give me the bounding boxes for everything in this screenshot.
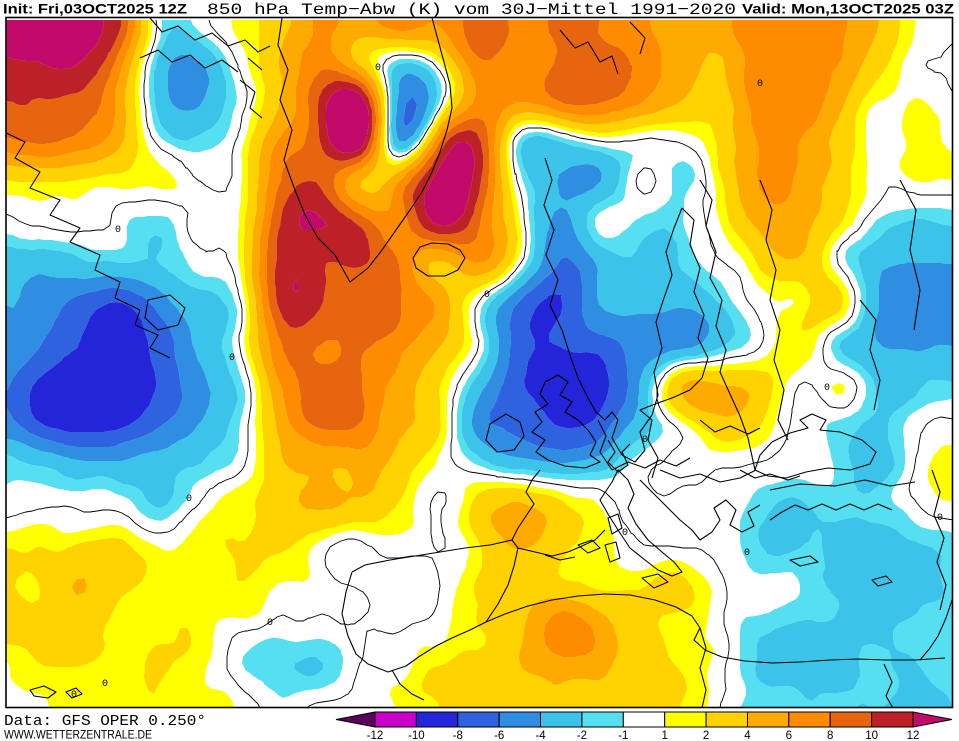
svg-text:12: 12 [907,730,920,741]
svg-text:0: 0 [484,290,490,301]
svg-text:-1: -1 [618,730,628,741]
svg-text:-2: -2 [577,730,587,741]
svg-text:-10: -10 [408,730,425,741]
svg-text:0: 0 [71,690,77,701]
svg-text:-12: -12 [367,730,384,741]
svg-text:WWW.WETTERZENTRALE.DE: WWW.WETTERZENTRALE.DE [4,730,152,741]
svg-text:8: 8 [827,730,833,741]
svg-text:-6: -6 [494,730,504,741]
svg-text:0: 0 [824,383,830,394]
svg-text:Init: Fri,03OCT2025 12Z: Init: Fri,03OCT2025 12Z [3,1,188,17]
svg-text:-8: -8 [453,730,463,741]
svg-text:0: 0 [229,353,235,364]
svg-text:10: 10 [865,730,878,741]
svg-text:0: 0 [757,79,763,90]
svg-text:0: 0 [102,679,108,690]
svg-text:1: 1 [661,730,667,741]
svg-text:0: 0 [267,618,273,629]
svg-text:0: 0 [642,435,648,446]
svg-text:-4: -4 [535,730,546,741]
svg-text:0: 0 [622,528,628,539]
svg-text:6: 6 [786,730,792,741]
svg-text:0: 0 [937,513,943,524]
svg-text:0: 0 [744,548,750,559]
svg-text:0: 0 [375,63,381,74]
svg-text:Valid: Mon,13OCT2025 03Z: Valid: Mon,13OCT2025 03Z [742,1,955,17]
svg-text:2: 2 [703,730,709,741]
svg-text:Data: GFS OPER 0.250°: Data: GFS OPER 0.250° [4,713,206,730]
svg-text:0: 0 [115,225,121,236]
svg-text:4: 4 [744,730,751,741]
svg-text:0: 0 [186,494,192,505]
svg-text:850 hPa Temp−Abw (K) vom 30J−M: 850 hPa Temp−Abw (K) vom 30J−Mittel 1991… [207,1,736,19]
